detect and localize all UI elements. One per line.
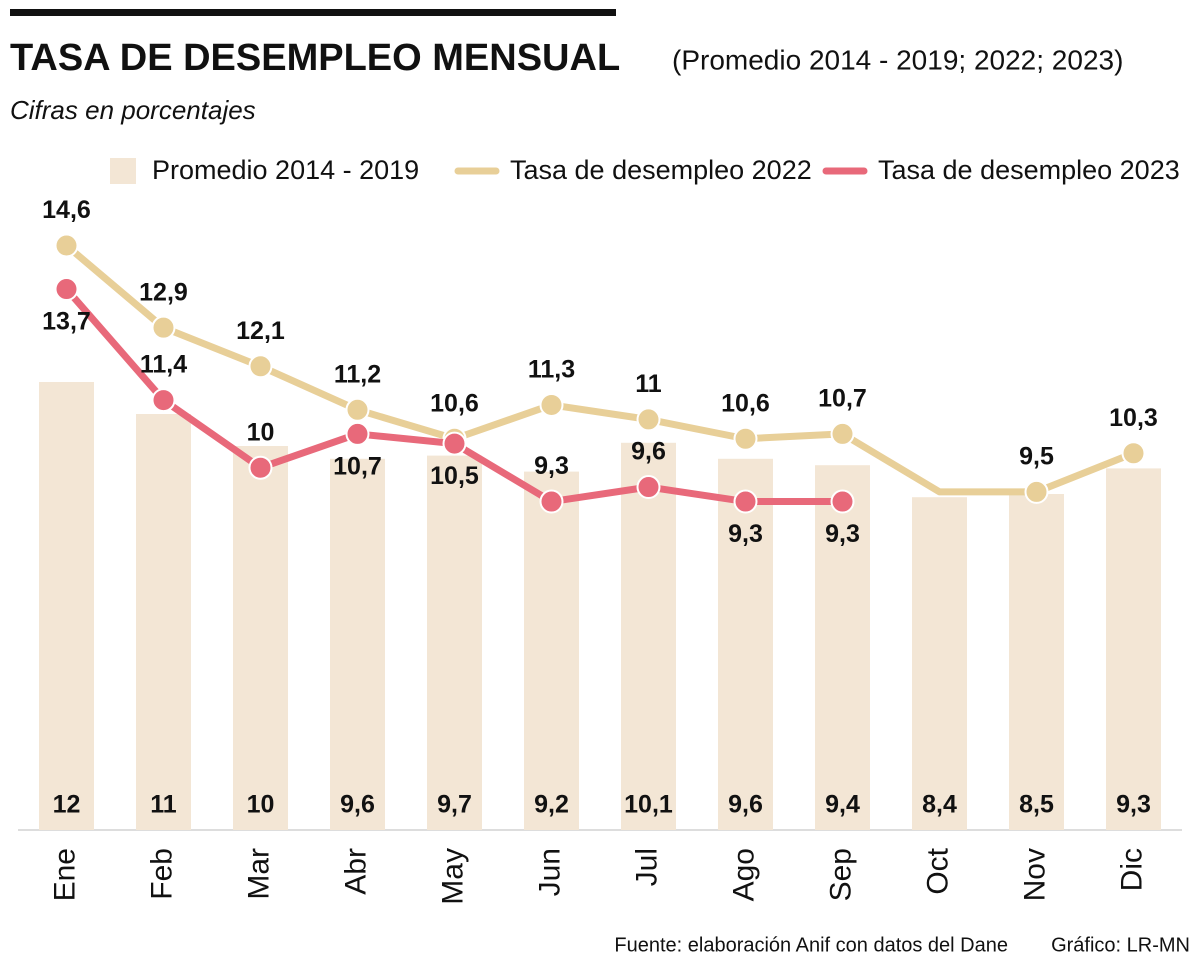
chart-note: Cifras en porcentajes [10,95,256,125]
bar [233,446,288,830]
bar-value-label: 9,4 [825,791,860,819]
bar-value-label: 8,4 [922,791,957,819]
x-tick-label: Nov [1018,848,1051,901]
x-tick-label: Jun [533,848,566,896]
line-value-label: 14,6 [42,196,91,224]
line-value-label: 9,3 [825,520,860,548]
line-value-label: 9,6 [631,438,666,466]
legend-label: Tasa de desempleo 2023 [878,155,1180,185]
legend-swatch [110,158,136,184]
line-point [442,431,467,456]
credit: Gráfico: LR-MN [1051,934,1190,956]
bar [621,442,676,830]
line-value-label: 10,3 [1109,404,1158,432]
line-point [733,489,758,514]
line-point [733,426,758,451]
line-value-label: 11,4 [140,351,187,379]
chart-title: TASA DE DESEMPLEO MENSUAL [10,37,620,79]
x-tick-label: Abr [339,848,372,895]
bar [718,458,773,830]
line-value-label: 10,7 [818,385,867,413]
legend-label: Tasa de desempleo 2022 [510,155,812,185]
line-value-label: 11,3 [528,356,575,384]
bar-value-label: 9,6 [728,791,763,819]
line-value-label: 9,3 [728,520,763,548]
line-value-label: 11,2 [334,360,381,388]
bar-value-label: 8,5 [1019,791,1054,819]
line-point [1121,441,1146,466]
legend-label: Promedio 2014 - 2019 [152,155,419,185]
bar-value-label: 9,7 [437,791,472,819]
x-tick-label: Dic [1115,848,1148,891]
bar [912,497,967,830]
line-value-label: 13,7 [42,308,91,336]
line-value-label: 12,1 [236,317,285,345]
bar [1106,468,1161,830]
line-point [248,354,273,379]
line-point [539,489,564,514]
bar [815,465,870,830]
bar-value-label: 9,6 [340,791,375,819]
bar-value-label: 9,3 [1116,791,1151,819]
line-value-label: 10,6 [721,389,770,417]
x-tick-label: Jul [630,848,663,886]
x-tick-label: Sep [824,848,857,901]
bar [1009,494,1064,830]
source: Fuente: elaboración Anif con datos del D… [614,934,1008,956]
line-point [345,397,370,422]
line-point [636,407,661,432]
line-point [54,233,79,258]
line-point [830,489,855,514]
line-point [830,421,855,446]
bar-value-label: 9,2 [534,791,569,819]
x-tick-label: May [436,848,469,905]
x-tick-label: Mar [242,848,275,900]
bar-value-label: 11 [150,791,177,819]
line-point [539,392,564,417]
x-tick-label: Oct [921,847,954,894]
bar [330,458,385,830]
bar [136,414,191,830]
x-tick-label: Ago [727,848,760,901]
line-value-label: 9,3 [534,452,569,480]
bar [524,471,579,830]
chart-subtitle: (Promedio 2014 - 2019; 2022; 2023) [672,44,1123,75]
line-value-label: 9,5 [1019,442,1054,470]
line-value-label: 11 [635,370,662,398]
line-value-label: 10,5 [430,462,479,490]
bar-value-label: 12 [53,791,81,819]
x-tick-label: Feb [145,848,178,900]
line-value-label: 10,6 [430,389,479,417]
title-rule [10,9,616,16]
line [64,242,1135,496]
line-point [345,421,370,446]
line-value-label: 10 [247,418,275,446]
line-value-label: 10,7 [333,453,382,481]
line-value-label: 12,9 [139,278,188,306]
line-point [248,455,273,480]
x-tick-label: Ene [48,848,81,901]
line-point [151,388,176,413]
line-point [636,475,661,500]
bar [427,455,482,830]
line-point [54,277,79,302]
bar-value-label: 10 [247,791,275,819]
line-point [151,315,176,340]
line-point [1024,479,1049,504]
bar [39,382,94,830]
bar-value-label: 10,1 [624,791,673,819]
